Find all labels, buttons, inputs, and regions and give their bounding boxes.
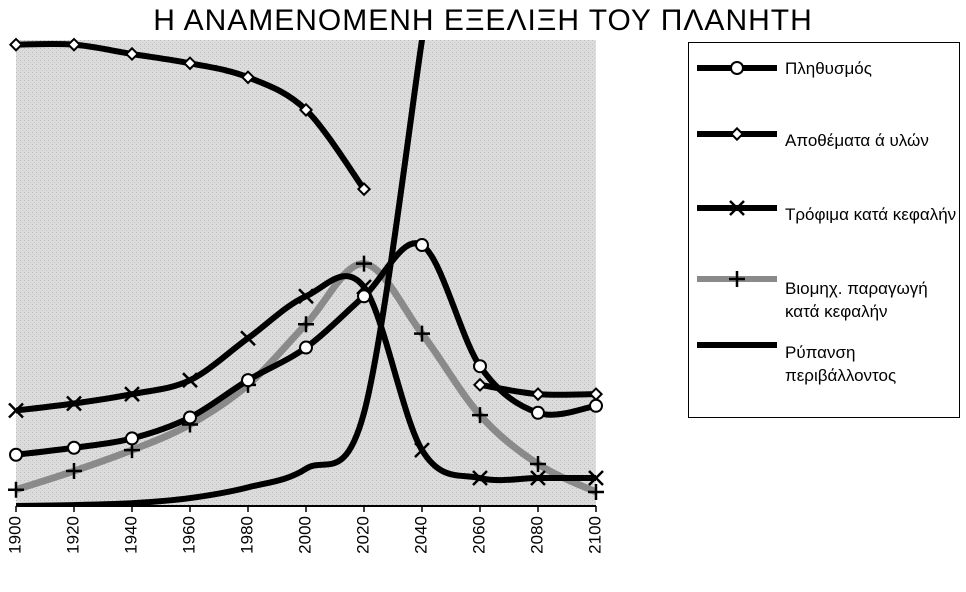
- data-point-s1-1940: [125, 431, 139, 446]
- data-point-s3-2080: [530, 470, 546, 486]
- data-point-s1-1980: [241, 373, 255, 388]
- data-point-s1-2000: [299, 340, 313, 355]
- data-point-s2-1920: [66, 37, 82, 52]
- data-point-s4-2100: [588, 484, 604, 501]
- data-point-s2-2000: [298, 102, 314, 117]
- x-marker-icon: [729, 200, 745, 216]
- x-tick-label-1920: 1920: [63, 516, 82, 554]
- data-point-s2-1960: [182, 56, 198, 71]
- x-tick-label-1900: 1900: [5, 516, 24, 554]
- legend-label-industry: Βιομηχ. παραγωγή κατά κεφαλήν: [785, 279, 928, 321]
- plot-area: [16, 40, 596, 506]
- legend-item-pollution: Ρύπανση περιβάλλοντος: [695, 335, 957, 395]
- legend: Πληθυσμός Αποθέματα ά υλών Τρόφιμα κατά …: [688, 42, 960, 418]
- x-tick-label-2000: 2000: [295, 516, 314, 554]
- data-point-s4-1920: [66, 463, 82, 480]
- legend-label-food: Τρόφιμα κατά κεφαλήν: [785, 205, 957, 224]
- data-point-s3-2000: [298, 288, 314, 305]
- data-point-s2-2020: [356, 182, 372, 197]
- series-line-5: [16, 40, 425, 506]
- legend-item-resources: Αποθέματα ά υλών: [695, 117, 957, 177]
- data-point-s4-2020: [356, 255, 372, 272]
- data-point-s3-2040: [414, 442, 430, 458]
- data-point-s1-1920: [67, 440, 81, 455]
- data-point-s4-2060: [472, 407, 488, 424]
- data-point-s3-1900: [8, 402, 24, 419]
- x-tick-label-2020: 2020: [353, 516, 372, 554]
- x-tick-label-1940: 1940: [121, 516, 140, 554]
- x-tick-label-2040: 2040: [411, 516, 430, 554]
- legend-label-population: Πληθυσμός: [785, 59, 872, 78]
- diamond-marker-icon: [729, 126, 745, 142]
- data-point-s1-1960: [183, 410, 197, 425]
- data-point-s4-1900: [8, 481, 24, 498]
- data-point-s1-2040: [415, 238, 429, 253]
- data-point-s3-1940: [124, 386, 140, 403]
- legend-item-industry: Βιομηχ. παραγωγή κατά κεφαλήν: [695, 265, 957, 325]
- data-point-s4-2080: [530, 456, 546, 473]
- data-point-s1-2080: [531, 405, 545, 420]
- legend-item-food: Τρόφιμα κατά κεφαλήν: [695, 191, 957, 251]
- plus-marker-icon: [729, 271, 745, 287]
- data-point-s1-2100: [589, 398, 603, 413]
- x-tick-label-1980: 1980: [237, 516, 256, 554]
- x-tick-label-2080: 2080: [527, 516, 546, 554]
- data-point-s3-1960: [182, 372, 198, 389]
- data-point-s1-2020: [357, 289, 371, 304]
- x-tick-label-2100: 2100: [585, 516, 604, 554]
- data-point-s2-1940: [124, 46, 140, 62]
- chart-title: Η ΑΝΑΜΕΝΟΜΕΝΗ ΕΞΕΛΙΞΗ ΤΟΥ ΠΛΑΝΗΤΗ: [153, 4, 813, 37]
- data-point-s3-1980: [240, 330, 256, 347]
- data-point-s2-1980: [240, 70, 256, 85]
- data-point-s4-2000: [298, 316, 314, 333]
- circle-marker-icon: [730, 61, 744, 75]
- data-point-s4-2040: [414, 325, 430, 342]
- data-point-s1-1900: [9, 447, 23, 462]
- data-point-s3-1920: [66, 395, 82, 412]
- data-point-s2-1900: [8, 37, 24, 52]
- series-line-3: [16, 273, 596, 484]
- legend-label-pollution: Ρύπανση περιβάλλοντος: [785, 343, 897, 385]
- data-point-s2-2100: [588, 387, 604, 402]
- legend-item-population: Πληθυσμός: [695, 49, 957, 109]
- data-point-s3-2060: [472, 470, 488, 486]
- x-tick-label-1960: 1960: [179, 516, 198, 554]
- data-point-s2-2060: [472, 377, 488, 392]
- data-point-s1-2060: [473, 359, 487, 374]
- legend-label-resources: Αποθέματα ά υλών: [785, 131, 929, 150]
- x-tick-label-2060: 2060: [469, 516, 488, 554]
- data-point-s3-2100: [588, 470, 604, 486]
- data-point-s2-2080: [530, 387, 546, 402]
